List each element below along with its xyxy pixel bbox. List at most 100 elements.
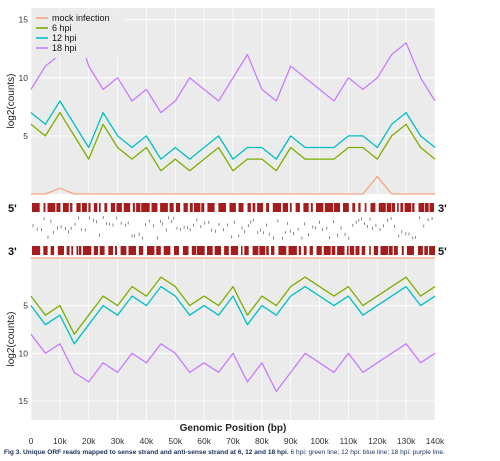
antisense-orf-block	[147, 246, 155, 255]
sense-orf-block	[99, 203, 101, 212]
sense-orf-block	[352, 203, 356, 212]
sense-orf-block	[397, 203, 399, 212]
antisense-orf-block	[78, 246, 82, 255]
antisense-orf-block	[66, 246, 70, 255]
antisense-orf-block	[207, 246, 213, 255]
sense-strand-start-label: 5'	[8, 203, 17, 215]
antisense-orf-block	[406, 246, 414, 255]
x-tick-label: 0	[29, 436, 34, 446]
x-tick-label: 20k	[82, 436, 96, 446]
x-tick-label: 50k	[168, 436, 182, 446]
sense-orf-block	[391, 203, 395, 212]
sense-orf-block	[151, 203, 158, 212]
antisense-orf-block	[120, 246, 127, 255]
sense-orf-block	[104, 203, 108, 212]
antisense-y-axis-label: log2(counts)	[6, 311, 17, 366]
antisense-orf-block	[163, 246, 171, 255]
antisense-orf-block	[271, 246, 275, 255]
sense-panel: 5 10 15 log2(counts)	[6, 8, 436, 195]
sense-orf-block	[429, 203, 434, 212]
sense-orf-block	[310, 203, 313, 212]
sense-orf-block	[116, 203, 122, 212]
sense-orf-block	[272, 203, 281, 212]
sense-y-axis-label: log2(counts)	[6, 73, 17, 128]
sense-y-tick-label: 10	[19, 73, 29, 83]
antisense-panel-grid	[30, 258, 436, 420]
sense-orf-block	[257, 203, 264, 212]
antisense-orf-block	[316, 246, 322, 255]
antisense-orf-block	[355, 246, 360, 255]
sense-orf-block	[43, 203, 46, 212]
antisense-y-tick-label: 5	[23, 301, 28, 311]
x-tick-label: 30k	[111, 436, 125, 446]
sense-orf-block	[364, 203, 367, 212]
antisense-orf-block	[93, 246, 98, 255]
sense-orf-block	[169, 203, 174, 212]
sense-orf-block	[201, 203, 205, 212]
sense-y-axis-ticks: 5 10 15	[19, 15, 29, 141]
sense-orf-block	[229, 203, 236, 212]
sense-orf-block	[62, 203, 69, 212]
sense-orf-block	[189, 203, 193, 212]
antisense-orf-block	[323, 246, 331, 255]
sense-series-6-hpi	[30, 111, 436, 172]
sense-orf-block	[412, 203, 415, 212]
antisense-y-tick-label: 10	[19, 348, 29, 358]
antisense-orf-block	[196, 246, 205, 255]
antisense-orf-block	[369, 246, 371, 255]
x-tick-label: 90k	[284, 436, 298, 446]
sense-orf-block	[266, 203, 270, 212]
antisense-orf-block	[128, 246, 136, 255]
sense-orf-block	[238, 203, 244, 212]
sense-orf-block	[334, 203, 341, 212]
antisense-orf-block	[298, 246, 302, 255]
x-axis-label: Genomic Position (bp)	[180, 423, 287, 434]
x-tick-label: 120k	[368, 436, 387, 446]
antisense-orf-block	[288, 246, 297, 255]
antisense-orf-block	[346, 246, 349, 255]
antisense-strand-start-label: 3'	[8, 246, 17, 258]
antisense-panel: 5 10 15 log2(counts)	[6, 257, 436, 420]
sense-orf-block	[424, 203, 429, 212]
sense-orf-block	[218, 203, 226, 212]
sense-orf-block	[324, 203, 334, 212]
antisense-orf-block	[108, 246, 114, 255]
sense-orf-block	[123, 203, 131, 212]
caption-text: 6 hpi: green line; 12 hpi: blue line; 18…	[288, 449, 445, 456]
sense-orf-block	[207, 203, 215, 212]
sense-orf-block	[247, 203, 251, 212]
sense-orf-block	[358, 203, 361, 212]
caption-title: Fig 3. Unique ORF reads mapped to sense …	[4, 449, 289, 456]
antisense-orf-block	[50, 246, 55, 255]
sense-orf-block	[160, 203, 168, 212]
legend-label: 6 hpi	[52, 23, 72, 33]
sense-orf-block	[303, 203, 309, 212]
antisense-orf-block	[241, 246, 243, 255]
antisense-orf-block	[214, 246, 221, 255]
sense-orf-block	[252, 203, 256, 212]
antisense-orf-block	[373, 246, 379, 255]
sense-orf-block	[110, 203, 116, 212]
antisense-orf-block	[43, 246, 48, 255]
x-tick-label: 100k	[310, 436, 329, 446]
antisense-orf-block	[174, 246, 179, 255]
sense-orf-block	[289, 203, 292, 212]
sense-series-mock-infection	[31, 175, 435, 195]
antisense-orf-block	[182, 246, 189, 255]
x-tick-label: 140k	[426, 436, 445, 446]
antisense-orf-block	[115, 246, 117, 255]
sense-orf-block	[88, 203, 91, 212]
antisense-orf-block	[337, 246, 345, 255]
antisense-orf-block	[156, 246, 161, 255]
sense-series-12-hpi	[30, 100, 436, 160]
sense-orf-block	[32, 203, 40, 212]
sense-orf-block	[175, 203, 181, 212]
antisense-orf-block	[32, 246, 41, 255]
sense-orf-block	[183, 203, 188, 212]
x-tick-label: 70k	[226, 436, 240, 446]
antisense-orf-block	[138, 246, 144, 255]
antisense-series-6-hpi	[30, 276, 436, 335]
sense-panel-series	[30, 18, 436, 195]
sense-orf-block	[400, 203, 404, 212]
